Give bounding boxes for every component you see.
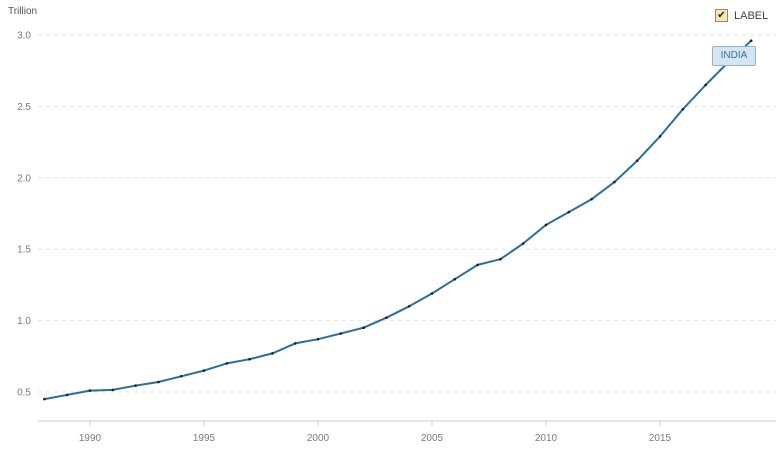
data-point-1988 xyxy=(43,397,46,401)
x-tick-label: 2005 xyxy=(421,433,444,444)
y-tick-label: 1.0 xyxy=(17,316,31,327)
data-point-2000 xyxy=(316,337,320,341)
data-point-2013 xyxy=(613,180,616,184)
data-point-1999 xyxy=(293,342,297,345)
data-point-2014 xyxy=(635,159,639,162)
data-point-2009 xyxy=(521,242,525,245)
legend-toggle[interactable]: ✔ LABEL xyxy=(715,9,768,22)
x-axis-ticks: 1990 1995 2000 2005 2010 2015 xyxy=(79,421,672,444)
x-tick-label: 1990 xyxy=(79,433,102,444)
data-point-2005 xyxy=(430,292,434,295)
y-tick-label: 0.5 xyxy=(17,388,31,399)
y-tick-label: 2.5 xyxy=(17,102,31,113)
data-point-2016 xyxy=(681,108,685,111)
data-point-2006 xyxy=(453,277,457,281)
data-point-2012 xyxy=(590,197,593,201)
data-point-1996 xyxy=(225,362,229,365)
series-line-india xyxy=(44,39,752,401)
data-point-2015 xyxy=(658,135,662,138)
data-point-1991 xyxy=(111,388,115,392)
x-tick-label: 2000 xyxy=(307,433,330,444)
data-point-1993 xyxy=(157,380,160,384)
x-tick-label: 2010 xyxy=(535,433,558,444)
data-point-1989 xyxy=(65,393,69,397)
series-group xyxy=(43,39,753,401)
checkbox-icon[interactable]: ✔ xyxy=(715,9,728,22)
legend-label: LABEL xyxy=(734,9,769,22)
data-point-2019 xyxy=(749,39,753,42)
data-point-1998 xyxy=(271,352,274,355)
grid-lines xyxy=(38,34,776,393)
y-tick-label: 2.0 xyxy=(17,173,31,184)
y-tick-label: 3.0 xyxy=(17,31,31,42)
data-point-2011 xyxy=(567,210,571,214)
data-point-2007 xyxy=(476,263,479,267)
data-point-1992 xyxy=(134,384,137,387)
data-point-2008 xyxy=(499,257,502,261)
data-point-2001 xyxy=(339,332,343,335)
data-point-2003 xyxy=(385,316,388,320)
data-point-1997 xyxy=(248,357,251,361)
x-tick-label: 2015 xyxy=(649,433,672,444)
data-point-1990 xyxy=(88,389,92,392)
y-axis-unit-label: Trillion xyxy=(8,6,37,17)
data-point-1995 xyxy=(202,369,206,372)
data-point-2004 xyxy=(407,305,411,308)
data-point-2017 xyxy=(704,83,707,87)
data-point-2002 xyxy=(362,326,365,330)
y-tick-label: 1.5 xyxy=(17,245,31,256)
data-point-2010 xyxy=(544,223,548,227)
y-axis-ticks: 0.5 1.0 1.5 2.0 2.5 3.0 xyxy=(17,31,31,399)
series-tag-india: INDIA xyxy=(712,46,756,66)
data-point-1994 xyxy=(179,375,183,378)
x-tick-label: 1995 xyxy=(193,433,216,444)
